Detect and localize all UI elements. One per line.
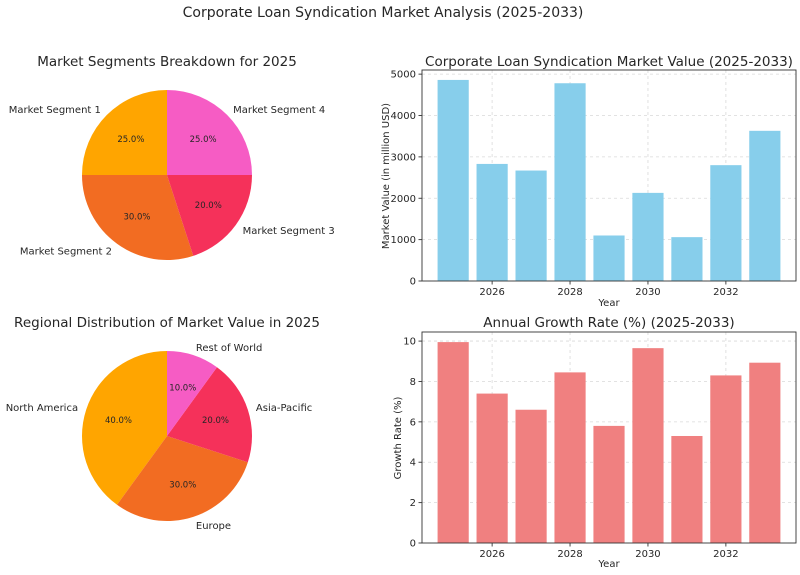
regions-pie-title: Regional Distribution of Market Value in… <box>14 315 320 331</box>
market-value-y-axis-label: Market Value (in million USD) <box>381 103 392 249</box>
x-tick-label: 2032 <box>713 287 738 298</box>
bar-2032 <box>710 375 742 543</box>
pie-slice-market-segment-4 <box>167 90 252 175</box>
regions-pie-chart: Regional Distribution of Market Value in… <box>6 315 320 532</box>
bar-2030 <box>632 192 664 281</box>
growth-rate-bar-chart: Annual Growth Rate (%) (2025-2033) 0 2 4 6 8… <box>393 315 797 570</box>
pct-label-asia-pacific: 20.0% <box>202 416 229 426</box>
x-tick-label: 2028 <box>557 549 582 560</box>
slice-label-north-america: North America <box>6 403 78 414</box>
growth-rate-y-axis-label: Growth Rate (%) <box>393 397 404 480</box>
slice-label-market-segment-2: Market Segment 2 <box>20 247 112 258</box>
x-tick-label: 2026 <box>479 549 504 560</box>
y-tick-label: 10 <box>403 337 416 348</box>
bar-2028 <box>554 83 586 282</box>
slice-label-market-segment-1: Market Segment 1 <box>9 105 101 116</box>
pie-slice-market-segment-3 <box>167 175 252 256</box>
bar-2027 <box>515 409 547 543</box>
y-tick-label: 0 <box>410 277 416 288</box>
pie-slice-north-america <box>81 351 167 505</box>
y-tick-label: 5000 <box>391 70 416 81</box>
y-tick-label: 4 <box>410 458 416 469</box>
bar-2029 <box>593 425 625 543</box>
x-tick-label: 2030 <box>635 287 660 298</box>
y-tick-label: 2000 <box>391 194 416 205</box>
market-value-bar-chart: Corporate Loan Syndication Market Value … <box>381 54 797 309</box>
y-tick-label: 0 <box>410 539 416 550</box>
y-tick-label: 2 <box>410 498 416 509</box>
bar-2026 <box>476 163 508 281</box>
pct-label-europe: 30.0% <box>169 481 196 491</box>
x-tick-label: 2028 <box>557 287 582 298</box>
y-tick-label: 1000 <box>391 235 416 246</box>
bar-2028 <box>554 372 586 543</box>
y-tick-label: 6 <box>410 417 416 428</box>
segments-pie-chart: Market Segments Breakdown for 2025 25.0%… <box>9 54 335 261</box>
bar-2033 <box>749 130 781 281</box>
figure-suptitle: Corporate Loan Syndication Market Analys… <box>183 5 584 21</box>
pie-slice-europe <box>117 436 248 522</box>
pie-slice-market-segment-1 <box>82 90 167 175</box>
bar-2031 <box>671 435 703 543</box>
bar-2031 <box>671 237 703 281</box>
plot-frame <box>421 331 797 544</box>
market-value-x-axis-label: Year <box>597 298 620 309</box>
growth-rate-x-axis-label: Year <box>597 559 620 570</box>
bar-2032 <box>710 165 742 281</box>
bar-2025 <box>437 79 469 282</box>
y-tick-label: 3000 <box>391 152 416 163</box>
slice-label-asia-pacific: Asia-Pacific <box>256 403 312 414</box>
slice-label-europe: Europe <box>196 521 231 532</box>
x-tick-label: 2026 <box>479 287 504 298</box>
slice-label-market-segment-3: Market Segment 3 <box>243 226 335 237</box>
pct-label-market-segment-2: 30.0% <box>123 212 150 222</box>
segments-pie-title: Market Segments Breakdown for 2025 <box>37 54 297 70</box>
bar-2030 <box>632 348 664 543</box>
x-tick-label: 2032 <box>713 549 738 560</box>
pct-label-north-america: 40.0% <box>105 416 132 426</box>
bar-2027 <box>515 170 547 281</box>
bar-2026 <box>476 393 508 543</box>
pct-label-market-segment-3: 20.0% <box>195 201 222 211</box>
pie-slice-asia-pacific <box>167 367 253 463</box>
pie-slice-rest-of-world <box>167 351 217 436</box>
y-tick-label: 4000 <box>391 111 416 122</box>
bar-2033 <box>749 362 781 543</box>
pct-label-market-segment-1: 25.0% <box>117 135 144 145</box>
x-tick-label: 2030 <box>635 549 660 560</box>
bar-2025 <box>437 342 469 543</box>
pct-label-market-segment-4: 25.0% <box>190 135 217 145</box>
slice-label-rest-of-world: Rest of World <box>196 343 262 354</box>
market-value-chart-title: Corporate Loan Syndication Market Value … <box>425 54 793 70</box>
pie-slice-market-segment-2 <box>82 175 194 261</box>
growth-rate-chart-title: Annual Growth Rate (%) (2025-2033) <box>483 315 734 331</box>
bar-2029 <box>593 235 625 281</box>
pct-label-rest-of-world: 10.0% <box>169 384 196 394</box>
slice-label-market-segment-4: Market Segment 4 <box>233 105 325 116</box>
y-tick-label: 8 <box>410 377 416 388</box>
plot-frame <box>421 69 797 282</box>
